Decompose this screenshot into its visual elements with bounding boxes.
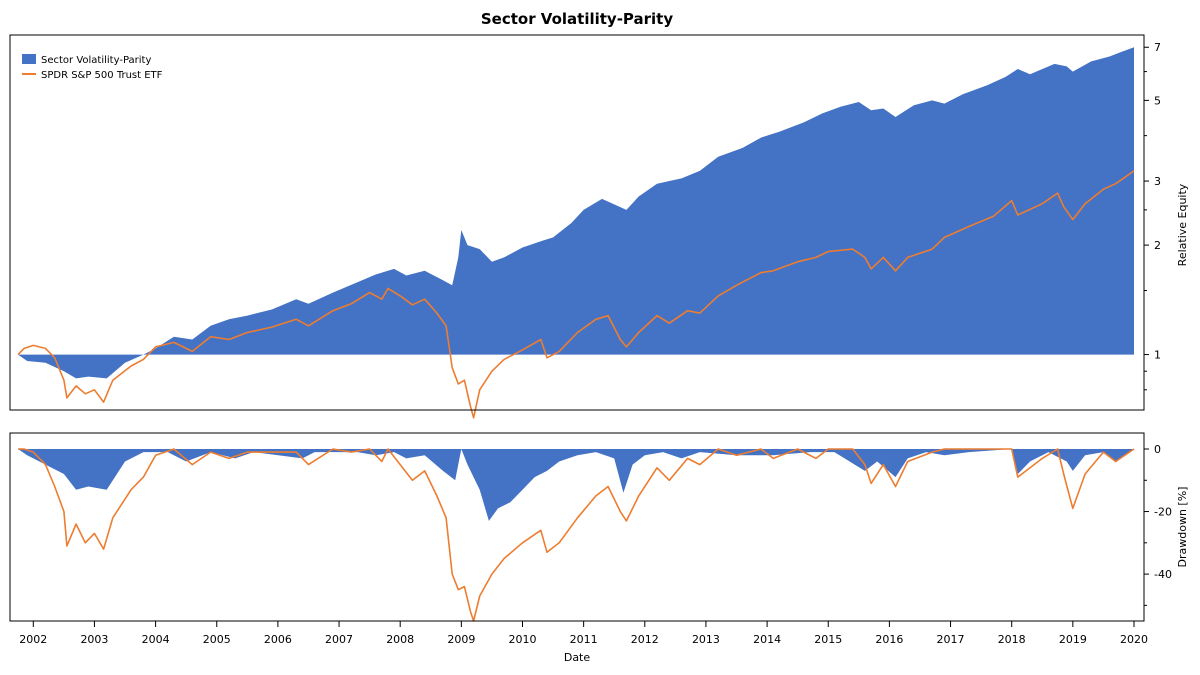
chart-title: Sector Volatility-Parity bbox=[481, 10, 674, 28]
x-axis-title: Date bbox=[564, 651, 591, 664]
drawdown-y-axis: 0 -20 -40 bbox=[1144, 443, 1172, 606]
drawdown-line-benchmark bbox=[18, 448, 1135, 622]
x-tick-label: 2017 bbox=[937, 633, 965, 646]
legend-label-benchmark: SPDR S&P 500 Trust ETF bbox=[41, 70, 163, 81]
x-tick-label: 2016 bbox=[875, 633, 903, 646]
equity-panel: 1 2 3 5 7 Relative Equity bbox=[9, 34, 1189, 419]
x-tick-label: 2006 bbox=[264, 633, 292, 646]
x-tick-label: 2002 bbox=[19, 633, 47, 646]
x-tick-label: 2011 bbox=[570, 633, 598, 646]
x-tick-label: 2014 bbox=[753, 633, 781, 646]
x-tick-label: 2005 bbox=[203, 633, 231, 646]
equity-y-tick-label: 7 bbox=[1154, 41, 1161, 54]
x-tick-label: 2018 bbox=[998, 633, 1026, 646]
x-tick-label: 2012 bbox=[631, 633, 659, 646]
x-axis: 2002 2003 2004 2005 2006 2007 2008 2009 2010 2011… bbox=[19, 621, 1148, 646]
drawdown-y-tick-label: 0 bbox=[1154, 443, 1161, 456]
x-tick-label: 2015 bbox=[814, 633, 842, 646]
x-tick-label: 2010 bbox=[508, 633, 536, 646]
equity-y-axis-title: Relative Equity bbox=[1176, 183, 1189, 266]
x-tick-label: 2008 bbox=[386, 633, 414, 646]
equity-panel-frame bbox=[9, 34, 1145, 411]
legend-label-strategy: Sector Volatility-Parity bbox=[41, 55, 151, 66]
equity-y-tick-label: 5 bbox=[1154, 94, 1161, 107]
drawdown-panel-frame bbox=[9, 432, 1145, 622]
drawdown-y-tick-label: -20 bbox=[1154, 506, 1172, 519]
x-tick-label: 2013 bbox=[692, 633, 720, 646]
x-tick-label: 2003 bbox=[80, 633, 108, 646]
legend: Sector Volatility-Parity SPDR S&P 500 Tr… bbox=[22, 54, 163, 81]
equity-y-tick-label: 2 bbox=[1154, 239, 1161, 252]
equity-y-axis: 1 2 3 5 7 bbox=[1144, 41, 1161, 391]
equity-y-tick-label: 1 bbox=[1154, 349, 1161, 362]
drawdown-y-axis-title: Drawdown [%] bbox=[1176, 487, 1189, 568]
equity-area-strategy bbox=[18, 47, 1134, 379]
x-tick-label: 2007 bbox=[325, 633, 353, 646]
drawdown-area-strategy bbox=[18, 449, 1134, 521]
legend-swatch-strategy bbox=[22, 54, 36, 64]
drawdown-area-layer bbox=[18, 449, 1134, 521]
drawdown-line-layer bbox=[18, 448, 1135, 622]
equity-area-layer bbox=[18, 47, 1134, 379]
equity-line-layer bbox=[17, 170, 1135, 419]
equity-line-benchmark bbox=[17, 170, 1135, 419]
x-tick-label: 2009 bbox=[447, 633, 475, 646]
drawdown-panel: 0 -20 -40 Drawdown [%] bbox=[9, 432, 1189, 622]
x-tick-label: 2020 bbox=[1120, 633, 1148, 646]
x-tick-label: 2019 bbox=[1059, 633, 1087, 646]
equity-y-tick-label: 3 bbox=[1154, 175, 1161, 188]
x-tick-label: 2004 bbox=[142, 633, 170, 646]
drawdown-y-tick-label: -40 bbox=[1154, 568, 1172, 581]
